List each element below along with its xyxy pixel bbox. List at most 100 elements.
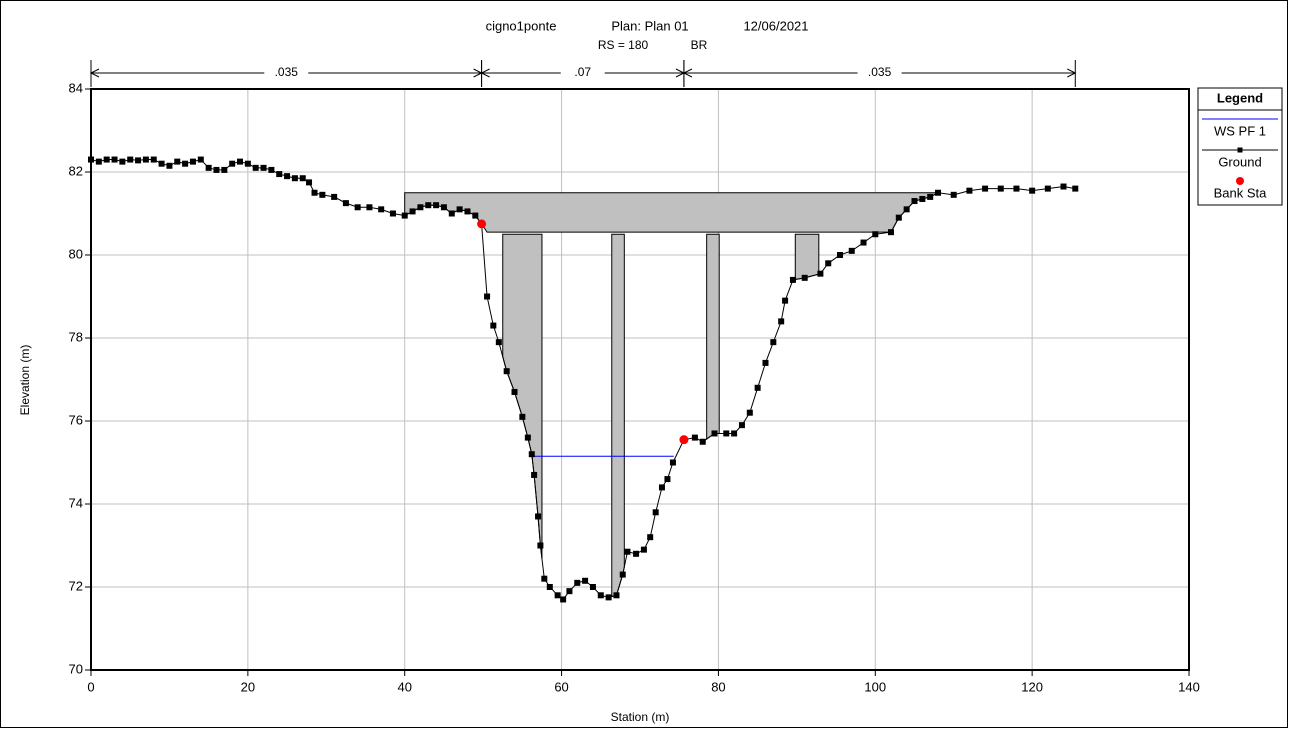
ground-point bbox=[342, 200, 349, 207]
y-tick-label: 80 bbox=[69, 246, 83, 261]
ground-point bbox=[895, 214, 902, 221]
ground-point bbox=[244, 160, 251, 167]
ground-point bbox=[182, 160, 189, 167]
ground-point bbox=[221, 166, 228, 173]
ground-point bbox=[299, 175, 306, 182]
legend-box bbox=[1197, 87, 1283, 206]
ground-point bbox=[378, 206, 385, 213]
bank-station bbox=[477, 219, 487, 229]
ground-point bbox=[919, 195, 926, 202]
y-tick-label: 70 bbox=[69, 661, 83, 676]
legend-label: Bank Sta bbox=[1214, 185, 1268, 200]
bank-station bbox=[679, 435, 689, 445]
ground-point bbox=[174, 158, 181, 165]
ground-point bbox=[935, 189, 942, 196]
bridge-pier bbox=[794, 233, 820, 281]
ground-point bbox=[619, 571, 626, 578]
x-tick-label: 0 bbox=[87, 679, 94, 694]
ground-point bbox=[311, 189, 318, 196]
y-tick-label: 78 bbox=[69, 329, 83, 344]
ground-point bbox=[640, 546, 647, 553]
ground-point bbox=[1029, 187, 1036, 194]
ground-point bbox=[464, 208, 471, 215]
ground-point bbox=[519, 413, 526, 420]
ground-point bbox=[966, 187, 973, 194]
legend-label: WS PF 1 bbox=[1214, 123, 1266, 138]
ground-point bbox=[582, 577, 589, 584]
y-tick-label: 74 bbox=[69, 495, 83, 510]
y-tick-label: 72 bbox=[69, 578, 83, 593]
ground-point bbox=[1013, 185, 1020, 192]
ground-point bbox=[448, 210, 455, 217]
ground-point bbox=[205, 164, 212, 171]
n-label: .035 bbox=[868, 65, 892, 79]
ground-point bbox=[597, 592, 604, 599]
ground-point bbox=[927, 193, 934, 200]
y-tick-label: 84 bbox=[69, 80, 83, 95]
ground-point bbox=[366, 204, 373, 211]
ground-point bbox=[589, 584, 596, 590]
ground-point bbox=[260, 164, 267, 171]
ground-point bbox=[425, 202, 432, 209]
ground-point bbox=[150, 156, 157, 163]
ground-point bbox=[456, 206, 463, 213]
ground-point bbox=[237, 158, 244, 165]
ground-point bbox=[511, 388, 518, 395]
ground-point bbox=[605, 594, 612, 601]
ground-point bbox=[613, 592, 620, 599]
ground-point bbox=[541, 575, 548, 582]
ground-point bbox=[166, 162, 173, 169]
y-axis-title: Elevation (m) bbox=[18, 345, 32, 416]
ground-point bbox=[738, 422, 745, 429]
ground-point bbox=[291, 175, 298, 182]
ground-point bbox=[531, 471, 538, 478]
ground-point bbox=[817, 270, 824, 277]
ground-point bbox=[417, 204, 424, 211]
x-tick-label: 120 bbox=[1021, 679, 1043, 694]
ground-point bbox=[574, 579, 581, 586]
ground-point bbox=[319, 191, 326, 198]
ground-point bbox=[354, 204, 361, 211]
ground-point bbox=[142, 156, 149, 163]
ground-point bbox=[1060, 183, 1067, 190]
ground-point bbox=[119, 158, 126, 165]
ground-point bbox=[836, 252, 843, 258]
ground-point bbox=[546, 584, 553, 590]
y-tick-label: 76 bbox=[69, 412, 83, 427]
ground-point bbox=[778, 318, 785, 325]
ground-point bbox=[560, 596, 567, 603]
bridge-deck bbox=[404, 192, 939, 233]
ground-point bbox=[754, 384, 761, 391]
x-axis-title: Station (m) bbox=[611, 710, 670, 724]
ground-point bbox=[652, 509, 659, 516]
ground-point bbox=[1072, 185, 1079, 192]
ground-point bbox=[887, 229, 894, 236]
chart-title: cigno1ponte bbox=[486, 18, 557, 33]
ground-point bbox=[135, 157, 142, 164]
ground-point bbox=[782, 297, 789, 304]
bridge-pier bbox=[706, 233, 720, 440]
ground-point bbox=[535, 513, 542, 520]
plan-name: Plan: Plan 01 bbox=[611, 18, 688, 33]
ground-point bbox=[624, 548, 631, 555]
ground-point bbox=[229, 160, 236, 167]
ground-point bbox=[284, 173, 291, 180]
ground-point bbox=[770, 339, 777, 346]
x-tick-label: 60 bbox=[554, 679, 568, 694]
ground-point bbox=[440, 204, 447, 211]
plot-frame bbox=[90, 88, 1190, 671]
ground-point bbox=[723, 430, 730, 437]
n-label-bg bbox=[857, 65, 902, 81]
ground-point bbox=[789, 276, 796, 283]
legend-title: Legend bbox=[1217, 90, 1263, 105]
ground-point bbox=[433, 202, 440, 209]
n-label: .035 bbox=[275, 65, 299, 79]
ground-point bbox=[658, 484, 665, 491]
ground-point bbox=[801, 274, 808, 281]
ground-point bbox=[731, 430, 738, 437]
ground-point bbox=[409, 208, 416, 215]
x-tick-label: 40 bbox=[397, 679, 411, 694]
ground-point bbox=[1044, 185, 1051, 192]
ground-point bbox=[472, 212, 479, 219]
